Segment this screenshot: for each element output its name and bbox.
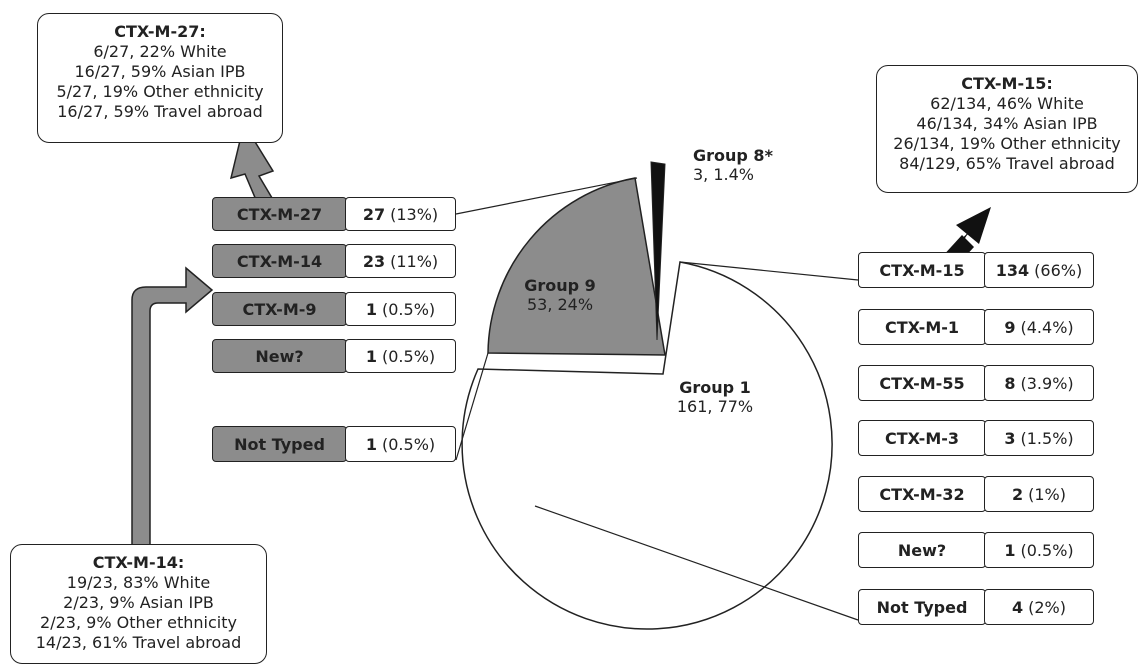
ctx27-callout: CTX-M-27: 6/27, 22% White 16/27, 59% Asi… xyxy=(37,13,283,143)
connector-group9-bottom xyxy=(455,352,489,461)
arrow-ctx15-head xyxy=(956,207,991,244)
left-item-label: CTX-M-27 xyxy=(212,197,347,231)
right-item-label: Not Typed xyxy=(858,589,986,625)
connector-group1-top xyxy=(679,261,859,281)
right-item-label: CTX-M-3 xyxy=(858,420,986,456)
right-item-value: 8 (3.9%) xyxy=(984,365,1094,401)
ctx15-callout: CTX-M-15: 62/134, 46% White 46/134, 34% … xyxy=(876,65,1138,193)
group1-slice xyxy=(461,261,833,630)
right-item-value: 3 (1.5%) xyxy=(984,420,1094,456)
right-item-label: CTX-M-15 xyxy=(858,252,986,288)
right-item-label: CTX-M-1 xyxy=(858,309,986,345)
right-item-value: 2 (1%) xyxy=(984,476,1094,512)
group9-slice xyxy=(487,177,666,356)
right-item-value: 1 (0.5%) xyxy=(984,532,1094,568)
right-item-label: New? xyxy=(858,532,986,568)
ctx14-callout: CTX-M-14: 19/23, 83% White 2/23, 9% Asia… xyxy=(10,544,267,664)
group8-slice xyxy=(650,161,666,341)
group1-label: Group 1 161, 77% xyxy=(676,378,754,416)
connector-group9-top xyxy=(455,177,638,215)
connector-group1-bottom xyxy=(534,505,859,621)
left-item-label: New? xyxy=(212,339,347,373)
right-item-value: 9 (4.4%) xyxy=(984,309,1094,345)
right-item-label: CTX-M-32 xyxy=(858,476,986,512)
left-item-label: CTX-M-9 xyxy=(212,292,347,326)
right-item-value: 4 (2%) xyxy=(984,589,1094,625)
left-item-label: Not Typed xyxy=(212,426,347,462)
left-item-label: CTX-M-14 xyxy=(212,244,347,278)
group8-label: Group 8* 3, 1.4% xyxy=(693,146,773,184)
right-item-label: CTX-M-55 xyxy=(858,365,986,401)
group9-label: Group 9 53, 24% xyxy=(524,276,596,314)
arrow-ctx14-icon xyxy=(131,266,214,547)
left-item-value: 1 (0.5%) xyxy=(345,292,456,326)
left-item-value: 27 (13%) xyxy=(345,197,456,231)
right-item-value: 134 (66%) xyxy=(984,252,1094,288)
left-item-value: 23 (11%) xyxy=(345,244,456,278)
left-item-value: 1 (0.5%) xyxy=(345,339,456,373)
left-item-value: 1 (0.5%) xyxy=(345,426,456,462)
